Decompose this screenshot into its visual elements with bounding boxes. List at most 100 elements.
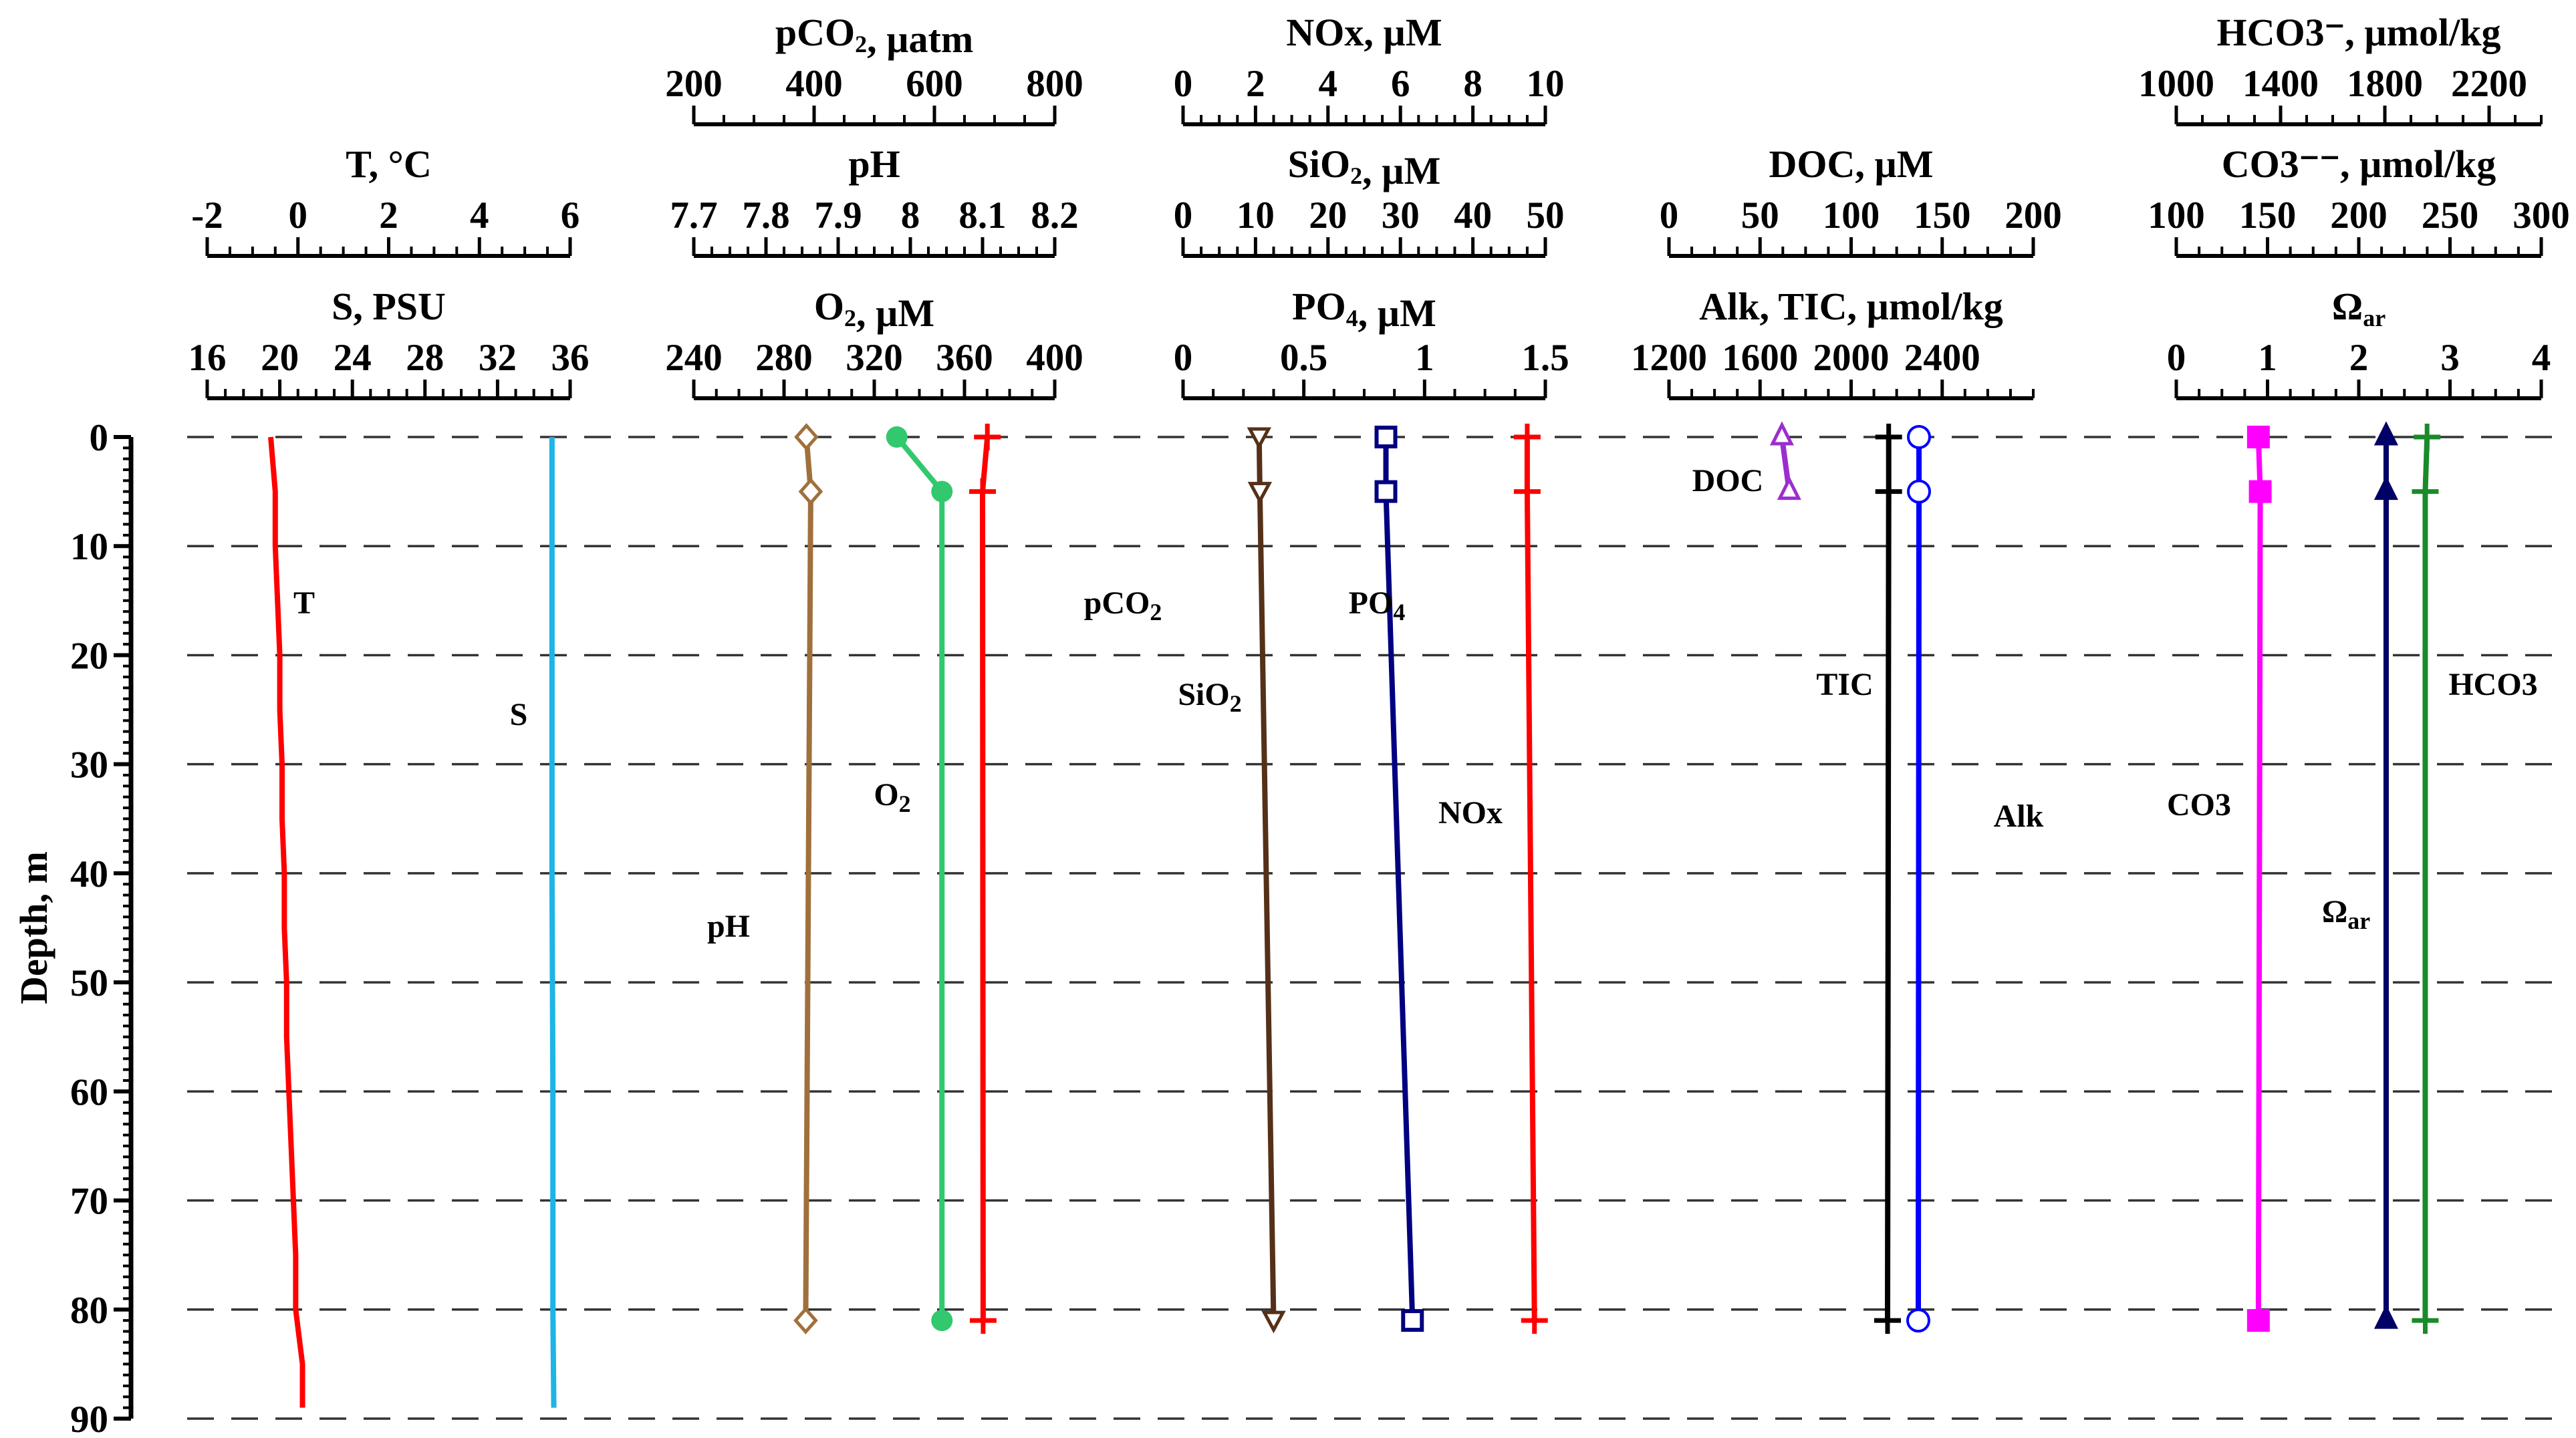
series-label: pCO2	[1084, 585, 1162, 625]
series-label: NOx	[1438, 795, 1503, 831]
series-pH: pH	[707, 423, 823, 1334]
tick-label: 600	[906, 63, 963, 105]
axis-title: Alk, TIC, µmol/kg	[1699, 285, 2003, 328]
tick-label: 0.5	[1280, 337, 1327, 379]
tick-label: 7.9	[814, 194, 862, 237]
x-axis: 200 400 600 800 pCO2, µatm	[665, 11, 1083, 126]
axis-title: T, °C	[346, 142, 431, 186]
tick-label: 100	[2148, 194, 2205, 237]
tick-label: 1800	[2347, 63, 2423, 105]
tick-label: 7.7	[670, 194, 717, 237]
series-label: Ωar	[2322, 894, 2370, 934]
series-Ωar: Ωar	[2322, 421, 2398, 1329]
series-Alk: Alk	[1906, 425, 2044, 1333]
point-marker	[794, 423, 819, 451]
tick-label: 1	[1415, 337, 1434, 379]
tick-label: 280	[755, 337, 813, 379]
tick-label: 6	[561, 194, 580, 237]
x-axis: 0 10 20 30 40 50 SiO2, µM	[1174, 142, 1565, 258]
x-axis: 0 1 2 3 4 Ωar	[2167, 285, 2551, 400]
tick-label: 2200	[2451, 63, 2527, 105]
series-label: DOC	[1692, 463, 1764, 498]
series-pCO2: pCO2	[969, 424, 1162, 1334]
tick-label: 8	[1463, 63, 1483, 105]
depth-axis-title: Depth, m	[12, 851, 55, 1004]
tick-label: 2	[379, 194, 398, 237]
tick-label: -2	[191, 194, 223, 237]
point-marker	[2246, 426, 2270, 448]
series-label: HCO3	[2448, 667, 2537, 702]
tick-label: 40	[1454, 194, 1492, 237]
depth-tick-label: 50	[70, 962, 108, 1004]
point-marker	[2373, 421, 2398, 446]
tick-label: 1000	[2138, 63, 2214, 105]
tick-label: 2	[2349, 337, 2369, 379]
x-axis: 0 2 4 6 8 10 NOx, µM	[1174, 11, 1565, 126]
series-line	[1256, 436, 1277, 1321]
tick-label: 24	[334, 337, 372, 379]
series-S: S	[510, 437, 557, 1408]
x-axis: 0 0.5 1 1.5 PO4, µM	[1174, 285, 1569, 400]
x-axis: -2 0 2 4 6 T, °C	[191, 142, 580, 258]
point-marker	[1906, 1308, 1930, 1333]
series-line	[894, 435, 945, 1321]
x-axis: 100 150 200 250 300 CO3⁻⁻, µmol/kg	[2148, 142, 2570, 258]
tick-label: 1400	[2242, 63, 2319, 105]
tick-label: 8.2	[1031, 194, 1078, 237]
series-line	[1383, 437, 1416, 1321]
series-line	[1524, 437, 1537, 1321]
point-marker	[886, 426, 908, 448]
series-label: T	[293, 585, 315, 621]
tick-label: 30	[1382, 194, 1420, 237]
depth-tick-label: 80	[70, 1290, 108, 1332]
axis-title: pCO2, µatm	[775, 11, 973, 61]
series-line	[2422, 436, 2430, 1321]
tick-label: 200	[2330, 194, 2388, 237]
point-marker	[1261, 1310, 1286, 1334]
point-marker	[1374, 426, 1398, 448]
depth-tick-label: 40	[70, 853, 108, 895]
tick-label: 300	[2513, 194, 2570, 237]
axis-title: PO4, µM	[1292, 285, 1436, 335]
tick-label: 20	[1309, 194, 1347, 237]
series-DOC: DOC	[1692, 421, 1801, 500]
tick-label: 150	[2239, 194, 2297, 237]
point-marker	[931, 1310, 953, 1332]
axis-title: S, PSU	[332, 285, 446, 328]
point-marker	[798, 477, 823, 506]
series-label: O2	[874, 777, 910, 817]
axis-title: pH	[848, 142, 900, 186]
tick-label: 150	[1914, 194, 1971, 237]
tick-label: 0	[1660, 194, 1679, 237]
x-axis: 0 50 100 150 200 DOC, µM	[1660, 142, 2062, 258]
tick-label: 800	[1026, 63, 1083, 105]
tick-label: 3	[2440, 337, 2460, 379]
tick-label: 20	[261, 337, 299, 379]
tick-label: 2000	[1813, 337, 1890, 379]
tick-label: 6	[1391, 63, 1410, 105]
series-label: Alk	[1994, 799, 2044, 834]
tick-label: 50	[1741, 194, 1779, 237]
depth-tick-label: 70	[70, 1181, 108, 1223]
tick-label: 7.8	[742, 194, 789, 237]
point-marker	[1769, 421, 1794, 446]
x-axis: 7.7 7.8 7.9 8 8.1 8.2 pH	[670, 142, 1079, 258]
panel-3: 0 2 4 6 8 10 NOx, µM 0 10 20 30 40 50 SiO2, µM 0 0.5 1 1.…	[1174, 11, 1569, 1334]
tick-label: 16	[188, 337, 227, 379]
series-label: SiO2	[1178, 677, 1241, 717]
series-line	[549, 437, 557, 1408]
tick-label: 36	[551, 337, 590, 379]
point-marker	[793, 1306, 818, 1334]
axis-title: HCO3⁻, µmol/kg	[2217, 11, 2501, 54]
x-axis: 1200 1600 2000 2400 Alk, TIC, µmol/kg	[1631, 285, 2035, 400]
tick-label: 0	[1174, 337, 1193, 379]
series-line	[2255, 436, 2263, 1321]
series-label: TIC	[1816, 667, 1873, 702]
point-marker	[1777, 476, 1801, 500]
series-TIC: TIC	[1816, 424, 1902, 1334]
tick-label: 8	[901, 194, 920, 237]
point-marker	[1247, 482, 1273, 505]
point-marker	[2248, 480, 2272, 503]
tick-label: 360	[936, 337, 993, 379]
